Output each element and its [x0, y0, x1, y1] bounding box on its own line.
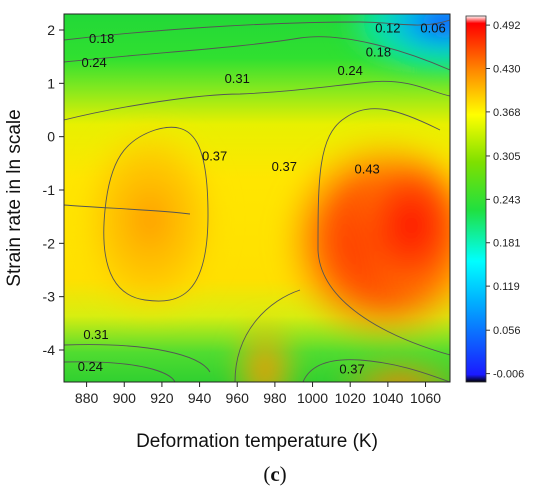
contour-label: 0.24 [338, 63, 363, 78]
colorbar-ramp [465, 15, 487, 383]
x-tick-label: 1040 [372, 390, 403, 406]
caption-letter: c [270, 462, 280, 486]
contour-label: 0.43 [354, 162, 379, 177]
contour-label: 0.37 [339, 362, 364, 377]
y-tick-label: 2 [47, 22, 55, 38]
x-axis: 880 900 920 940 960 980 1000 1020 1040 1060 [75, 382, 441, 406]
x-tick-label: 1000 [297, 390, 328, 406]
colorbar-tick-label: 0.243 [493, 194, 521, 206]
heatmap-plot-area [64, 14, 450, 382]
colorbar-tick-label: 0.368 [493, 107, 521, 119]
y-tick-label: -1 [43, 182, 56, 198]
contour-label: 0.18 [89, 31, 114, 46]
contour-labels: 0.12 0.060.180.180.240.240.310.370.37 0.43… [78, 20, 446, 376]
y-axis-title: Strain rate in ln scale [4, 109, 25, 286]
x-tick-label: 920 [150, 390, 174, 406]
y-tick-label: 1 [47, 75, 55, 91]
figure-caption: (c) [0, 462, 550, 487]
y-tick-label: -2 [43, 235, 56, 251]
contour-lines [64, 19, 450, 382]
y-tick-label: 0 [47, 129, 55, 145]
caption-open: ( [263, 462, 271, 486]
x-tick-label: 1060 [410, 390, 441, 406]
x-tick-label: 940 [188, 390, 212, 406]
contour-label: 0.06 [420, 20, 445, 35]
contour-label: 0.31 [83, 327, 108, 342]
y-tick-label: -3 [43, 289, 56, 305]
colorbar-tick-label: 0.430 [493, 63, 521, 75]
contour-label: 0.37 [272, 159, 297, 174]
y-tick-label: -4 [43, 342, 56, 358]
colorbar-tick-label: -0.006 [493, 369, 524, 381]
x-tick-label: 880 [75, 390, 99, 406]
contour-label: 0.18 [366, 44, 391, 59]
colorbar-tick-label: 0.305 [493, 151, 521, 163]
contour-label: 0.37 [202, 148, 227, 163]
x-tick-label: 1020 [335, 390, 366, 406]
contour-label: 0.24 [78, 359, 103, 374]
colorbar-tick-label: 0.119 [493, 281, 520, 293]
x-tick-label: 900 [113, 390, 137, 406]
x-tick-label: 960 [226, 390, 250, 406]
y-axis: 2 1 0 -1 -2 -3 -4 [43, 22, 64, 358]
x-axis-title: Deformation temperature (K) [136, 431, 378, 452]
caption-close: ) [279, 462, 287, 486]
colorbar-ticks: 0.492 0.430 0.368 0.305 0.243 0.181 0.119 0.056… [486, 20, 524, 381]
colorbar: 0.492 0.430 0.368 0.305 0.243 0.181 0.119 0.056… [465, 15, 524, 383]
contour-label: 0.24 [81, 55, 106, 70]
contour-label: 0.31 [225, 71, 250, 86]
heatmap-chart: 0.12 0.060.180.180.240.240.310.370.37 0.43… [4, 13, 524, 452]
plot-frame [63, 13, 451, 383]
contour-label: 0.12 [375, 20, 400, 35]
colorbar-tick-label: 0.492 [493, 20, 521, 32]
x-tick-label: 980 [263, 390, 287, 406]
colorbar-tick-label: 0.056 [493, 325, 521, 337]
colorbar-tick-label: 0.181 [493, 238, 521, 250]
